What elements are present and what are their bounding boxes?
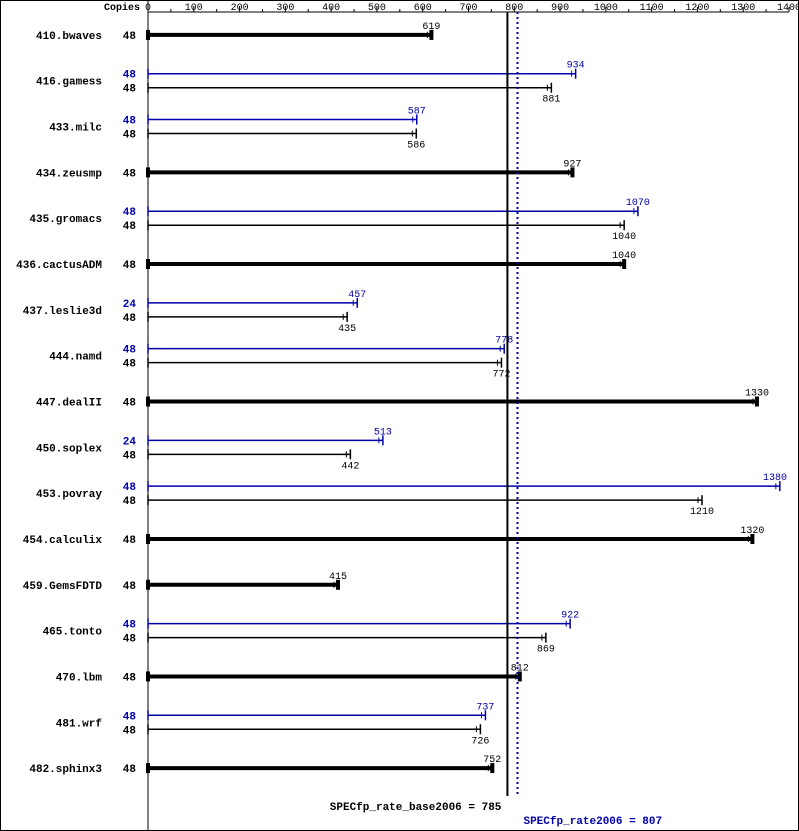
bar-value: 1040 <box>612 232 636 243</box>
bar-value: 778 <box>495 336 513 347</box>
copies-label: 48 <box>123 207 137 219</box>
bar-value: 812 <box>511 663 529 674</box>
benchmark-name: 459.GemsFDTD <box>23 581 103 593</box>
svg-text:1200: 1200 <box>685 3 709 14</box>
copies-label: 48 <box>123 581 137 593</box>
bar-value: 442 <box>341 461 359 472</box>
svg-text:300: 300 <box>276 3 294 14</box>
benchmark-name: 465.tonto <box>43 627 103 639</box>
bar-value: 513 <box>374 427 392 438</box>
copies-label: 48 <box>123 725 137 737</box>
benchmark-name: 436.cactusADM <box>16 260 102 272</box>
svg-text:1400: 1400 <box>777 3 799 14</box>
peak-line-label: SPECfp_rate2006 = 807 <box>523 816 662 828</box>
copies-label: 48 <box>123 70 137 82</box>
bar-value: 726 <box>471 736 489 747</box>
bar-value: 1330 <box>745 389 769 400</box>
benchmark-name: 482.sphinx3 <box>29 764 102 776</box>
benchmark-name: 450.soplex <box>36 443 102 455</box>
copies-label: 48 <box>123 482 137 494</box>
svg-text:200: 200 <box>231 3 249 14</box>
copies-label: 24 <box>123 299 137 311</box>
benchmark-name: 444.namd <box>49 352 102 364</box>
svg-text:1000: 1000 <box>594 3 618 14</box>
copies-label: 48 <box>123 672 137 684</box>
svg-text:400: 400 <box>322 3 340 14</box>
bar-value: 752 <box>483 755 501 766</box>
svg-text:1100: 1100 <box>640 3 664 14</box>
benchmark-name: 435.gromacs <box>29 214 102 226</box>
copies-label: 48 <box>123 116 137 128</box>
copies-label: 48 <box>123 535 137 547</box>
svg-text:700: 700 <box>459 3 477 14</box>
base-line-label: SPECfp_rate_base2006 = 785 <box>330 802 502 814</box>
copies-label: 48 <box>123 764 137 776</box>
benchmark-name: 470.lbm <box>56 672 103 684</box>
benchmark-name: 437.leslie3d <box>23 306 102 318</box>
copies-label: 48 <box>123 221 137 233</box>
copies-label: 48 <box>123 345 137 357</box>
bar-value: 619 <box>422 22 440 33</box>
benchmark-chart: 0100200300400500600700800900100011001200… <box>0 0 799 831</box>
bar-value: 586 <box>407 141 425 152</box>
benchmark-name: 433.milc <box>49 123 102 135</box>
bar-value: 1320 <box>740 526 764 537</box>
benchmark-name: 410.bwaves <box>36 31 102 43</box>
copies-label: 48 <box>123 84 137 96</box>
bar-value: 922 <box>561 611 579 622</box>
svg-text:Copies: Copies <box>104 2 140 14</box>
svg-text:600: 600 <box>414 3 432 14</box>
bar-value: 415 <box>329 572 347 583</box>
svg-text:1300: 1300 <box>731 3 755 14</box>
copies-label: 48 <box>123 711 137 723</box>
bar-value: 881 <box>542 95 560 106</box>
bar-value: 435 <box>338 324 356 335</box>
bar-value: 1070 <box>626 198 650 209</box>
bar-value: 587 <box>408 107 426 118</box>
copies-label: 48 <box>123 398 137 410</box>
benchmark-name: 434.zeusmp <box>36 168 102 180</box>
copies-label: 48 <box>123 359 137 371</box>
benchmark-name: 447.dealII <box>36 398 102 410</box>
benchmark-name: 416.gamess <box>36 77 102 89</box>
bar-value: 927 <box>563 159 581 170</box>
copies-label: 48 <box>123 31 137 43</box>
svg-text:500: 500 <box>368 3 386 14</box>
bar-value: 1380 <box>763 473 787 484</box>
copies-label: 48 <box>123 634 137 646</box>
benchmark-name: 453.povray <box>36 489 102 501</box>
bar-value: 934 <box>567 61 585 72</box>
copies-label: 24 <box>123 436 137 448</box>
copies-label: 48 <box>123 496 137 508</box>
benchmark-name: 454.calculix <box>23 535 103 547</box>
bar-value: 737 <box>476 702 494 713</box>
copies-label: 48 <box>123 260 137 272</box>
copies-label: 48 <box>123 450 137 462</box>
bar-value: 869 <box>537 645 555 656</box>
bar-value: 1040 <box>612 251 636 262</box>
bar-value: 1210 <box>690 507 714 518</box>
svg-text:100: 100 <box>185 3 203 14</box>
bar-value: 457 <box>348 290 366 301</box>
svg-text:900: 900 <box>551 3 569 14</box>
copies-label: 48 <box>123 168 137 180</box>
benchmark-name: 481.wrf <box>56 718 103 730</box>
copies-label: 48 <box>123 130 137 142</box>
copies-label: 48 <box>123 313 137 325</box>
svg-text:0: 0 <box>145 3 151 14</box>
copies-label: 48 <box>123 620 137 632</box>
